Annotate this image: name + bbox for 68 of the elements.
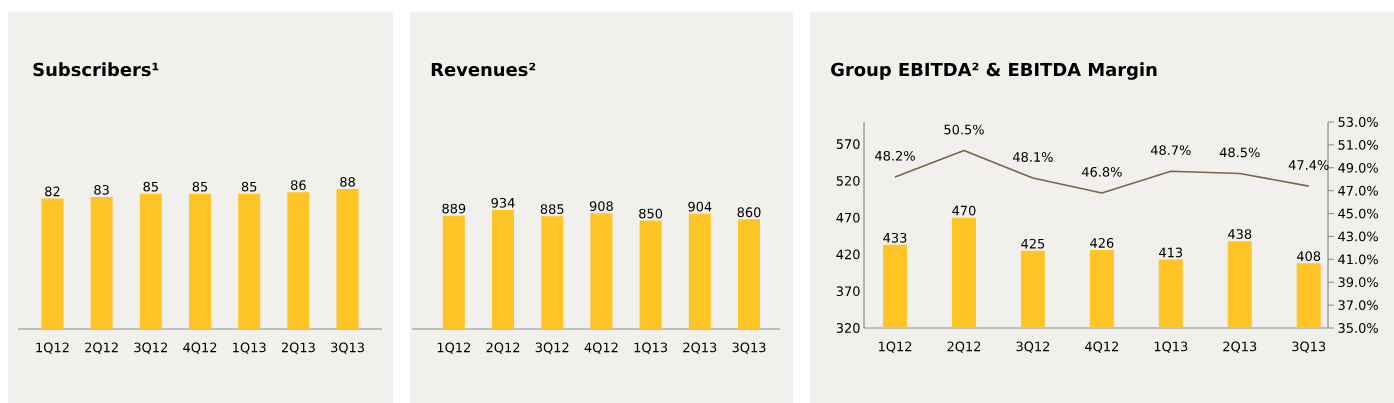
x-tick-label: 1Q13 (1154, 341, 1188, 353)
x-tick-label: 2Q12 (947, 341, 981, 353)
x-tick-label: 3Q13 (732, 342, 766, 354)
x-tick-label: 1Q13 (233, 342, 266, 354)
x-tick-label: 2Q13 (281, 342, 315, 354)
data-label: 425 (1021, 238, 1045, 249)
data-label: 50.5% (944, 124, 984, 135)
x-tick-label: 2Q13 (683, 342, 717, 354)
x-tick-label: 2Q12 (85, 342, 118, 354)
y2-tick-label: 53.0% (1338, 117, 1378, 127)
data-label: 48.5% (1219, 147, 1260, 158)
data-label: 413 (1159, 247, 1183, 258)
data-label: 86 (291, 180, 306, 190)
data-label: 46.8% (1081, 166, 1122, 177)
x-tick-label: 1Q12 (437, 342, 470, 354)
data-label: 426 (1090, 238, 1114, 248)
y-tick-label: 320 (836, 323, 860, 333)
data-label: 934 (491, 197, 515, 208)
x-tick-label: 2Q12 (486, 342, 520, 354)
data-label: 47.4% (1288, 160, 1329, 170)
y2-tick-label: 51.0% (1338, 139, 1378, 150)
data-label: 85 (192, 181, 208, 192)
data-label: 82 (45, 186, 60, 197)
x-tick-label: 3Q12 (1016, 341, 1050, 353)
x-tick-label: 1Q13 (634, 342, 668, 354)
x-tick-label: 4Q12 (183, 342, 217, 354)
y-tick-label: 420 (836, 249, 860, 260)
data-label: 850 (639, 208, 663, 219)
data-label: 889 (442, 203, 466, 214)
x-tick-label: 4Q12 (1085, 341, 1119, 353)
chart-title: Revenues² (431, 62, 536, 77)
data-label: 885 (540, 204, 564, 214)
data-label: 48.2% (875, 150, 915, 161)
x-tick-label: 1Q12 (879, 341, 912, 353)
y2-tick-label: 45.0% (1338, 208, 1378, 219)
x-tick-label: 3Q13 (1292, 341, 1326, 353)
y-tick-label: 570 (836, 139, 860, 149)
data-label: 88 (340, 177, 355, 187)
data-label: 85 (143, 181, 158, 192)
data-label: 860 (737, 207, 761, 218)
y-tick-label: 520 (836, 175, 860, 186)
data-label: 433 (883, 232, 907, 243)
x-tick-label: 2Q13 (1223, 341, 1257, 353)
y2-tick-label: 35.0% (1338, 323, 1378, 333)
x-tick-label: 3Q13 (331, 342, 364, 354)
data-label: 85 (241, 181, 257, 192)
data-label: 48.1% (1012, 152, 1053, 162)
data-label: 470 (952, 205, 976, 216)
y2-tick-label: 41.0% (1338, 254, 1378, 265)
x-tick-label: 1Q12 (36, 342, 69, 354)
chart-title: Subscribers¹ (33, 62, 159, 77)
y-tick-label: 470 (836, 212, 860, 223)
y2-tick-label: 47.0% (1338, 185, 1378, 196)
y2-tick-label: 49.0% (1338, 162, 1378, 173)
data-label: 48.7% (1150, 145, 1191, 156)
y2-tick-label: 37.0% (1338, 300, 1378, 311)
x-tick-label: 4Q12 (584, 342, 618, 354)
chart-title: Group EBITDA² & EBITDA Margin (831, 62, 1157, 80)
x-tick-label: 3Q12 (134, 342, 167, 354)
y2-tick-label: 43.0% (1338, 231, 1378, 242)
y2-tick-label: 39.0% (1338, 277, 1378, 288)
data-label: 904 (688, 201, 712, 212)
data-label: 438 (1228, 229, 1252, 239)
data-label: 908 (589, 201, 613, 212)
data-label: 408 (1296, 251, 1321, 262)
data-label: 83 (94, 184, 109, 195)
y-tick-label: 370 (836, 286, 860, 297)
x-tick-label: 3Q12 (535, 342, 569, 354)
